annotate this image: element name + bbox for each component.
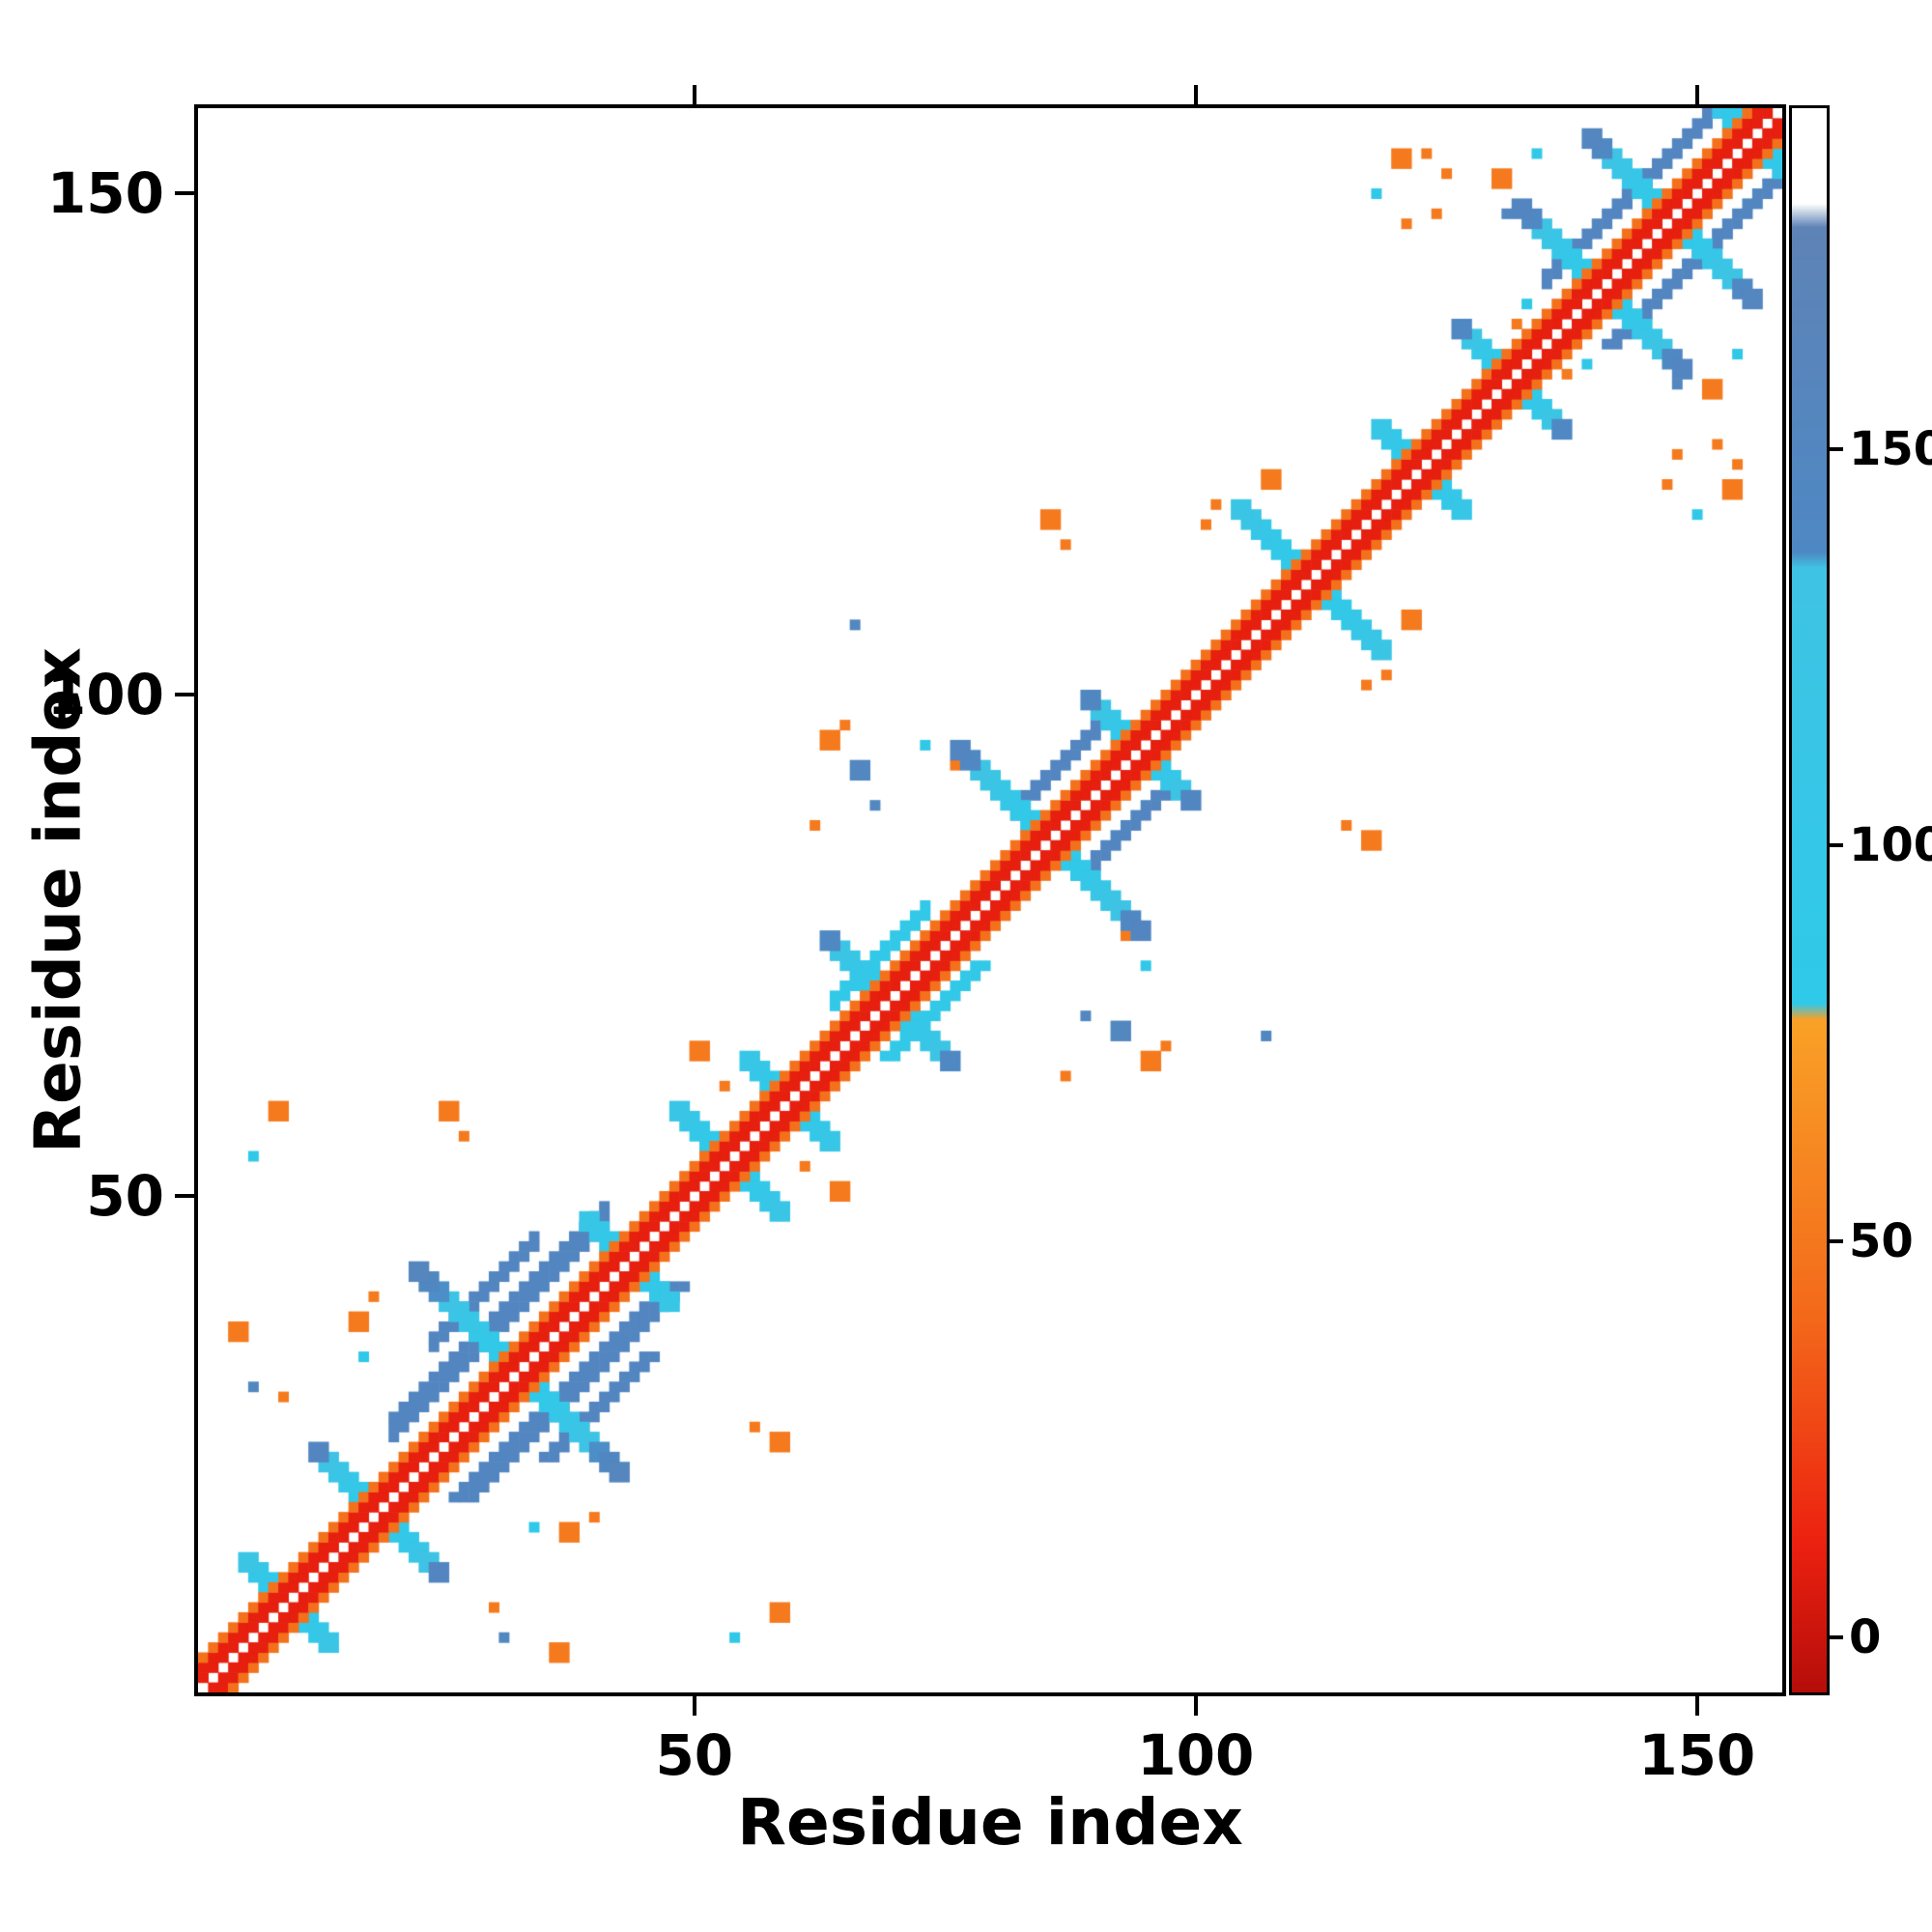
- x-tick-label: 100: [1137, 1722, 1255, 1788]
- y-tick-mark: [175, 191, 194, 196]
- x-tick-mark: [1694, 1696, 1699, 1716]
- y-tick-label: 50: [86, 1163, 164, 1230]
- x-tick-mark-top: [692, 85, 696, 104]
- x-tick-mark: [692, 1696, 696, 1716]
- colorbar-tick-mark: [1830, 842, 1843, 847]
- y-tick-label: 150: [46, 160, 164, 227]
- contact-map-canvas: [198, 108, 1782, 1692]
- colorbar-frame: [1789, 105, 1830, 1695]
- colorbar-tick-label: 100: [1849, 817, 1932, 872]
- y-tick-label: 100: [46, 662, 164, 728]
- x-tick-mark: [1193, 1696, 1198, 1716]
- x-tick-label: 50: [655, 1722, 734, 1788]
- colorbar-tick-mark: [1830, 1238, 1843, 1243]
- y-tick-mark: [175, 1194, 194, 1199]
- colorbar-tick-label: 150: [1849, 421, 1932, 476]
- colorbar-tick-mark: [1830, 446, 1843, 451]
- x-tick-mark-top: [1694, 85, 1699, 104]
- colorbar-tick-label: 0: [1849, 1609, 1882, 1664]
- x-tick-mark-top: [1193, 85, 1198, 104]
- x-tick-label: 150: [1638, 1722, 1756, 1788]
- colorbar-canvas: [1792, 108, 1827, 1692]
- plot-frame: [194, 104, 1786, 1696]
- y-tick-mark: [175, 693, 194, 697]
- colorbar-tick-mark: [1830, 1634, 1843, 1639]
- colorbar-tick-label: 50: [1849, 1213, 1914, 1268]
- x-axis-label: Residue index: [737, 1785, 1243, 1860]
